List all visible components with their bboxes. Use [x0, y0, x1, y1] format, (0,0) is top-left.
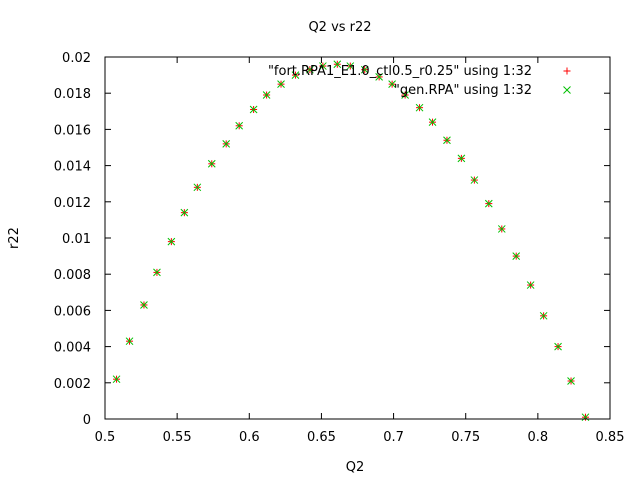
y-tick-label: 0 [83, 413, 91, 428]
data-point [319, 62, 327, 70]
y-tick-label: 0.012 [54, 196, 91, 211]
y-tick-label: 0.01 [62, 232, 91, 247]
data-point [554, 342, 562, 351]
y-tick-label: 0.016 [54, 123, 91, 138]
data-point [291, 71, 300, 79]
series-points [112, 60, 590, 422]
data-point [470, 176, 479, 184]
legend-marker [563, 67, 571, 75]
y-axis-label: r22 [7, 227, 22, 249]
data-point [140, 301, 148, 309]
legend-label: "fort.RPA1_E1.0_ctl0.5_r0.25" using 1:32 [268, 64, 532, 79]
data-point [484, 199, 493, 208]
x-tick-label: 0.75 [451, 430, 480, 445]
data-point [193, 183, 202, 192]
data-point [207, 159, 216, 168]
legend-marker [563, 86, 571, 94]
data-point [249, 105, 258, 114]
data-point [167, 237, 176, 246]
y-tick-label: 0.02 [62, 51, 91, 66]
x-tick-label: 0.6 [239, 430, 260, 445]
data-point [375, 73, 383, 81]
data-point [306, 65, 314, 74]
data-point [567, 377, 575, 385]
x-tick-label: 0.65 [307, 430, 336, 445]
data-point [443, 136, 451, 145]
data-point [457, 154, 466, 163]
plot-frame [104, 56, 611, 420]
data-point [125, 337, 134, 346]
y-tick-label: 0.014 [54, 160, 91, 175]
data-point [526, 281, 535, 289]
series-2 [112, 60, 590, 422]
x-axis-label: Q2 [346, 460, 365, 475]
x-tick-label: 0.5 [95, 430, 116, 445]
y-tick-label: 0.018 [54, 87, 91, 102]
data-point [360, 65, 369, 74]
x-tick-label: 0.55 [163, 430, 192, 445]
y-tick-label: 0.008 [54, 268, 91, 283]
data-point [222, 140, 231, 148]
data-point [333, 60, 342, 69]
data-point [401, 91, 409, 99]
legend-label: "gen.RPA" using 1:32 [394, 83, 532, 98]
x-ticks: 0.5 0.55 0.6 0.65 0.7 0.75 0.8 0.85 [95, 57, 625, 445]
data-point [235, 121, 244, 130]
data-point [428, 118, 437, 127]
y-tick-label: 0.002 [54, 377, 91, 392]
data-point [512, 252, 521, 260]
legend: "fort.RPA1_E1.0_ctl0.5_r0.25" using 1:32… [268, 64, 571, 98]
y-ticks: 0 0.002 0.004 0.006 0.008 0.01 0.012 0.014 0.016… [54, 51, 610, 428]
x-tick-label: 0.85 [596, 430, 625, 445]
data-point [112, 375, 121, 384]
data-point [277, 80, 285, 89]
y-tick-label: 0.006 [54, 304, 91, 319]
data-point [153, 268, 161, 277]
x-tick-label: 0.8 [528, 430, 549, 445]
data-point [180, 208, 189, 217]
data-point [346, 62, 355, 70]
data-point [388, 80, 396, 89]
data-point [415, 103, 424, 112]
data-point [581, 413, 590, 422]
data-point [539, 311, 548, 320]
data-point [262, 91, 271, 99]
data-point [497, 225, 506, 233]
x-tick-label: 0.7 [383, 430, 404, 445]
chart-title: Q2 vs r22 [308, 20, 371, 35]
y-tick-label: 0.004 [54, 341, 91, 356]
